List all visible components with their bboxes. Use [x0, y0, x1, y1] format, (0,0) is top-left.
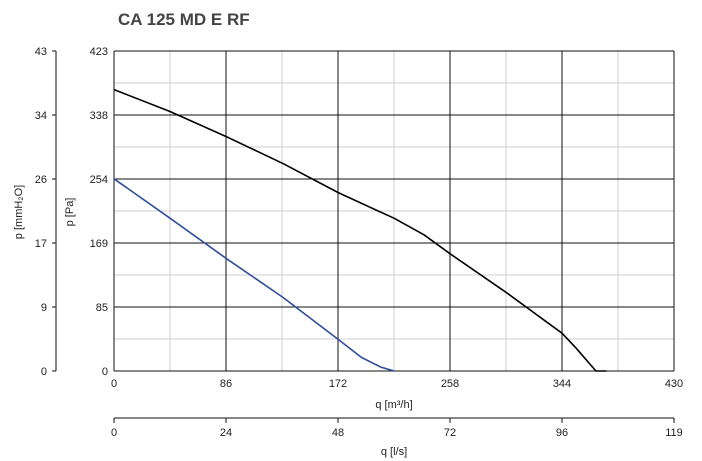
- y-axis-label: p [Pa]: [64, 198, 76, 227]
- x-secondary-tick-label: 0: [111, 427, 117, 439]
- y-axis-secondary-label: p [mmH₂O]: [13, 185, 25, 239]
- x-tick-label: 0: [111, 378, 117, 390]
- x-secondary-tick-label: 48: [332, 427, 344, 439]
- x-tick-label: 430: [665, 378, 683, 390]
- series-line-black: [113, 88, 607, 372]
- y-secondary-tick-label: 17: [35, 238, 47, 250]
- series-layer: [113, 88, 607, 372]
- y-tick-label: 85: [96, 302, 108, 314]
- y-secondary-tick-label: 26: [35, 174, 47, 186]
- y-secondary-tick-label: 43: [35, 46, 47, 58]
- x-secondary-tick-label: 119: [665, 427, 683, 439]
- y-secondary-tick-label: 34: [35, 110, 47, 122]
- x-secondary-tick-label: 72: [444, 427, 456, 439]
- y-secondary-tick-label: 9: [41, 302, 47, 314]
- grid: [113, 50, 675, 372]
- y-secondary-tick-label: 0: [41, 366, 47, 378]
- series-line-blue: [113, 178, 395, 372]
- chart-title: CA 125 MD E RF: [118, 10, 250, 29]
- y-tick-label: 423: [90, 46, 108, 58]
- y-tick-label: 0: [102, 366, 108, 378]
- x-axis-label: q [m³/h]: [375, 399, 412, 411]
- x-axis-secondary-label: q [l/s]: [381, 446, 407, 458]
- x-tick-label: 258: [441, 378, 459, 390]
- y-tick-label: 254: [90, 174, 108, 186]
- x-tick-label: 172: [329, 378, 347, 390]
- x-secondary-tick-label: 96: [556, 427, 568, 439]
- x-secondary-tick-label: 24: [220, 427, 232, 439]
- y-tick-label: 169: [90, 238, 108, 250]
- x-tick-label: 344: [553, 378, 571, 390]
- x-tick-label: 86: [220, 378, 232, 390]
- y-tick-label: 338: [90, 110, 108, 122]
